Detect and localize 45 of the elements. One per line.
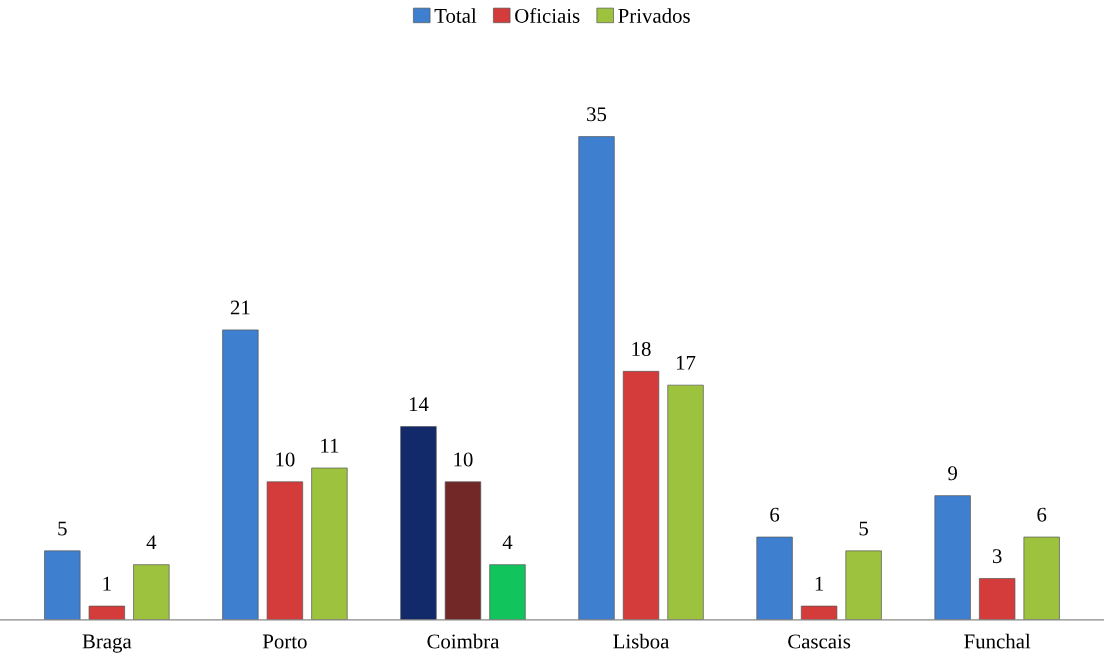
x-tick-label: Porto [262,634,307,649]
bar [444,481,482,620]
bar [1023,536,1060,620]
data-label: 14 [409,397,429,412]
bar [756,536,793,620]
bar [489,564,526,620]
data-label: 1 [103,576,111,591]
bar [578,136,615,620]
data-label: 6 [770,507,780,522]
data-label: 5 [58,521,67,536]
bar [800,605,838,620]
bar [88,605,125,620]
data-label: 11 [321,438,339,453]
bar [845,550,882,620]
bar [979,578,1016,620]
legend-label: Total [434,8,477,23]
bar [222,329,259,620]
data-label: 5 [859,521,869,536]
data-label: 4 [502,535,513,550]
x-tick-label: Cascais [788,634,851,649]
bar [400,426,437,620]
legend-label: Privados [618,8,690,23]
bar [934,495,971,620]
x-tick-label: Lisboa [613,633,670,649]
x-tick-label: Braga [82,634,132,653]
data-label: 3 [992,549,1002,564]
data-label: 10 [454,452,473,467]
bar [133,564,170,620]
data-label: 21 [230,300,250,315]
data-label: 9 [948,466,957,481]
x-tick-label: Coimbra [427,633,500,649]
data-label: 18 [632,341,651,356]
data-label: 6 [1037,507,1047,522]
bar [311,467,348,620]
x-tick-label: Funchal [964,633,1031,649]
data-label: 10 [276,452,295,467]
data-label: 17 [676,355,696,370]
bar [266,481,304,620]
legend-label: Oficiais [515,8,580,23]
data-label: 1 [815,576,824,591]
bar [667,384,704,620]
data-label: 35 [587,107,607,122]
data-label: 4 [146,535,157,550]
bar [44,550,81,620]
bar [622,371,660,620]
